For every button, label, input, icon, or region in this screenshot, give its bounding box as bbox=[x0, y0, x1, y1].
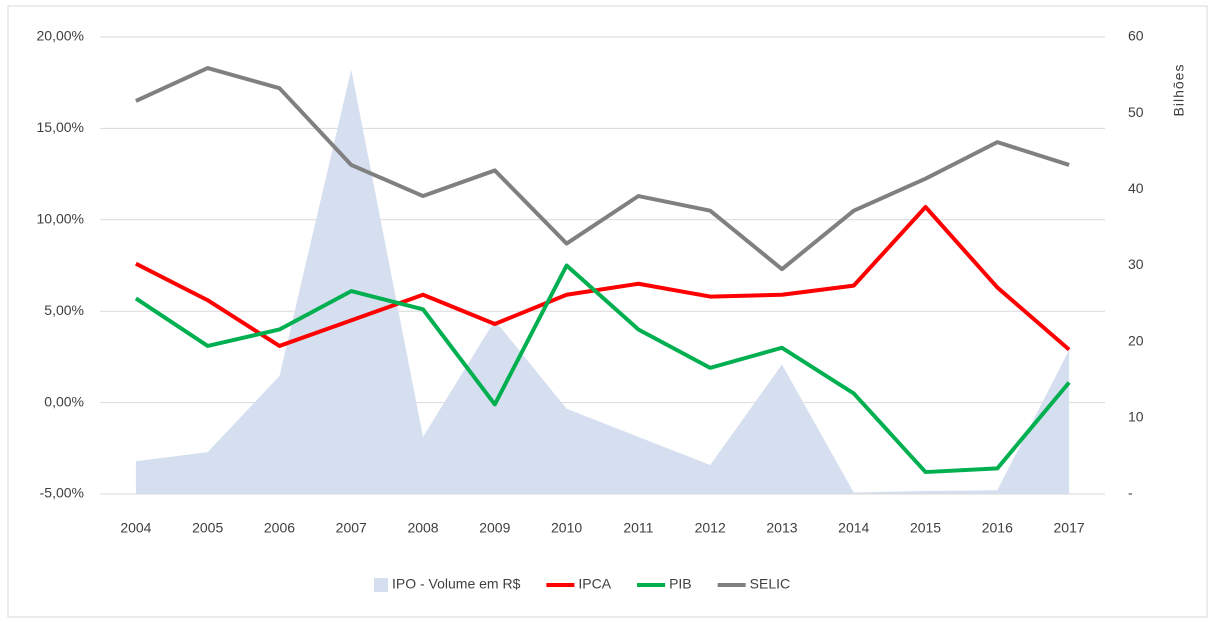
x-tick-label: 2013 bbox=[766, 520, 797, 536]
y2-tick-label: 50 bbox=[1128, 104, 1144, 120]
legend-label: IPO - Volume em R$ bbox=[392, 576, 521, 592]
x-tick-label: 2009 bbox=[479, 520, 510, 536]
x-tick-label: 2006 bbox=[264, 520, 295, 536]
y2-tick-label: 40 bbox=[1128, 180, 1144, 196]
y2-tick-label: - bbox=[1128, 485, 1133, 501]
x-tick-label: 2014 bbox=[838, 520, 869, 536]
y-tick-label: 10,00% bbox=[37, 211, 84, 227]
x-tick-label: 2016 bbox=[982, 520, 1013, 536]
x-tick-label: 2008 bbox=[407, 520, 438, 536]
x-tick-label: 2017 bbox=[1054, 520, 1085, 536]
y2-tick-label: 10 bbox=[1128, 409, 1144, 425]
y2-tick-label: 30 bbox=[1128, 256, 1144, 272]
legend-label: PIB bbox=[669, 576, 692, 592]
legend-label: IPCA bbox=[578, 576, 611, 592]
y-tick-label: 15,00% bbox=[37, 119, 84, 135]
x-tick-label: 2010 bbox=[551, 520, 582, 536]
y-tick-label: 0,00% bbox=[44, 393, 84, 409]
line bbox=[134, 205, 1071, 352]
x-tick-label: 2012 bbox=[695, 520, 726, 536]
legend-label: SELIC bbox=[750, 576, 790, 592]
line bbox=[134, 263, 1071, 475]
y2-axis-label: Bilhões bbox=[1171, 64, 1187, 117]
y-tick-label: 20,00% bbox=[37, 28, 84, 44]
x-tick-label: 2005 bbox=[192, 520, 223, 536]
line bbox=[135, 66, 1070, 272]
y-tick-label: 5,00% bbox=[44, 302, 84, 318]
area bbox=[135, 69, 1070, 495]
legend-swatch bbox=[374, 578, 388, 592]
y-tick-label: -5,00% bbox=[40, 485, 84, 501]
x-tick-label: 2011 bbox=[623, 520, 653, 536]
y2-tick-label: 60 bbox=[1128, 28, 1144, 44]
x-tick-label: 2015 bbox=[910, 520, 941, 536]
y2-tick-label: 20 bbox=[1128, 332, 1144, 348]
x-tick-label: 2004 bbox=[120, 520, 151, 536]
x-tick-label: 2007 bbox=[336, 520, 367, 536]
